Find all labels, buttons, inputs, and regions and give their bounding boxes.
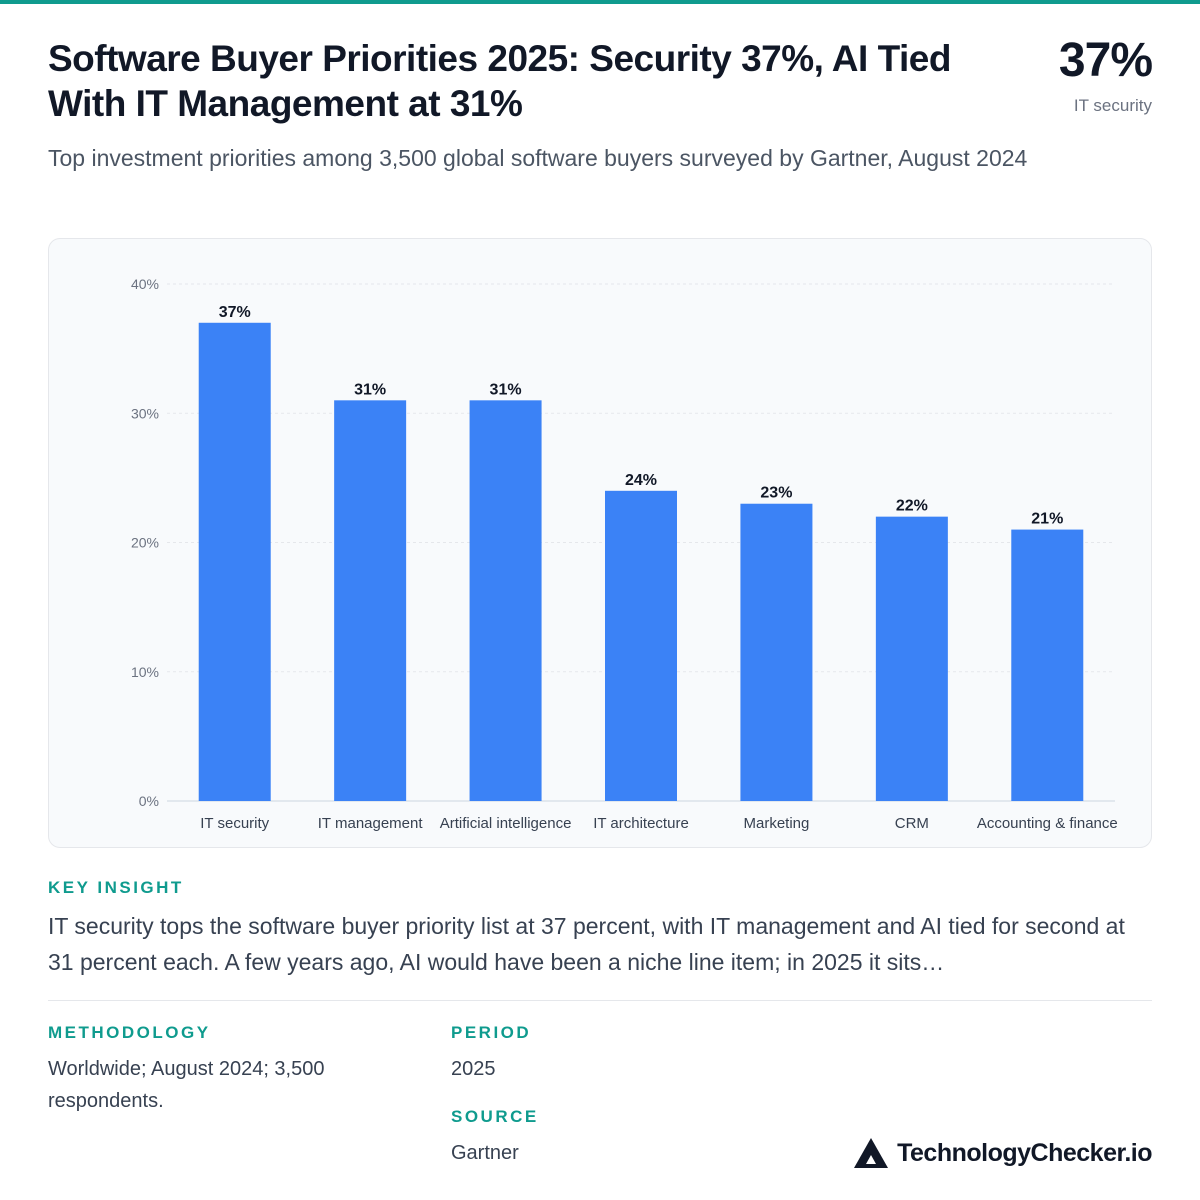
bar [740,503,813,801]
x-tick-label: Artificial intelligence [440,815,572,832]
section-divider [48,1000,1152,1001]
page-subtitle: Top investment priorities among 3,500 gl… [48,145,1028,171]
x-tick-label: Accounting & finance [977,815,1118,832]
y-tick-label: 20% [131,535,159,551]
data-label: 37% [219,304,251,321]
x-tick-label: IT security [200,815,269,832]
brand-name: TechnologyChecker.io [897,1138,1152,1167]
y-tick-label: 30% [131,405,159,421]
bar [1011,529,1084,801]
y-tick-label: 10% [131,664,159,680]
headline-stat-value: 37% [1058,34,1153,87]
x-tick-label: IT architecture [593,815,689,832]
data-label: 31% [354,381,386,398]
page-title: Software Buyer Priorities 2025: Security… [48,38,951,124]
data-label: 24% [625,472,657,489]
insight-text: IT security tops the software buyer prio… [48,913,1125,975]
data-label: 22% [896,498,928,515]
insight-label: KEY INSIGHT [48,878,184,897]
x-tick-label: CRM [895,815,929,832]
bar [875,516,948,801]
bar [605,490,677,801]
period-text: 2025 [451,1058,496,1080]
bar [469,400,542,801]
triangle-logo-icon [854,1138,889,1168]
bar-chart: 0% 10% 20% 30% 40% 37% IT security 31% IT manage… [131,276,1118,832]
bar [198,322,271,801]
bar [334,400,407,801]
x-tick-label: IT management [318,815,424,832]
top-accent-bar [0,0,1200,4]
data-label: 21% [1031,511,1063,528]
source-text: Gartner [451,1142,519,1164]
methodology-text: Worldwide; August 2024; 3,500 respondent… [48,1058,325,1112]
methodology-label: METHODOLOGY [48,1023,211,1042]
chart-card: 0% 10% 20% 30% 40% 37% IT security 31% IT manage… [48,238,1152,848]
y-tick-label: 0% [139,793,159,809]
data-label: 31% [490,381,522,398]
period-label: PERIOD [451,1023,532,1042]
source-label: SOURCE [451,1107,539,1126]
x-tick-label: Marketing [743,815,809,832]
y-tick-label: 40% [131,276,159,292]
headline-stat-label: IT security [1073,96,1152,115]
data-label: 23% [760,485,792,502]
brand-logo: TechnologyChecker.io [853,1136,1152,1170]
